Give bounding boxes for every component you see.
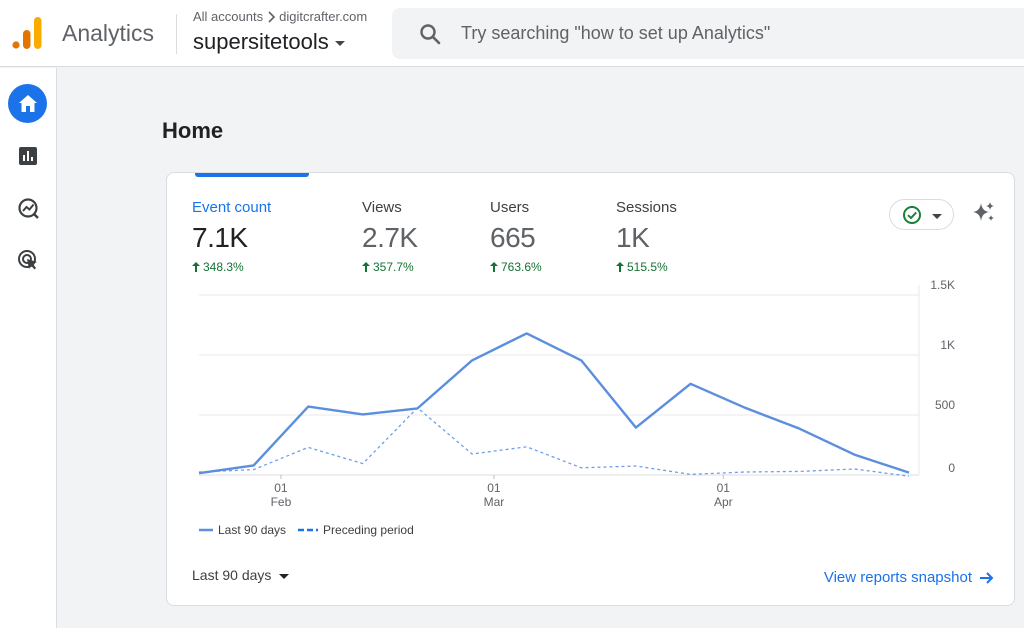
metric-tab-sessions[interactable]: Sessions 1K 515.5% <box>616 199 677 274</box>
advertising-icon <box>17 249 37 269</box>
account-crumb-label: All accounts <box>193 9 264 24</box>
reports-icon <box>18 146 37 165</box>
arrow-up-icon <box>490 262 498 272</box>
arrow-up-icon <box>192 262 200 272</box>
x-tick-month-label: Mar <box>484 495 505 509</box>
date-range-dropdown[interactable]: Last 90 days <box>192 567 290 583</box>
header-divider <box>176 14 177 54</box>
arrow-up-icon <box>362 262 370 272</box>
metric-label: Event count <box>192 199 272 216</box>
metric-delta-value: 357.7% <box>373 260 414 274</box>
search-placeholder: Try searching "how to set up Analytics" <box>461 23 771 43</box>
chart-legend: Last 90 days Preceding period <box>199 523 426 537</box>
metric-delta-value: 348.3% <box>203 260 244 274</box>
account-domain: digitcrafter.com <box>279 9 368 24</box>
nav-reports[interactable] <box>8 136 47 175</box>
legend-label-previous: Preceding period <box>323 523 414 537</box>
check-circle-icon <box>902 205 921 224</box>
y-tick-label: 1K <box>940 338 955 352</box>
metric-label: Views <box>362 199 402 216</box>
property-name: supersitetools <box>193 29 329 54</box>
property-selector[interactable]: supersitetools <box>193 29 345 55</box>
arrow-right-icon <box>980 571 994 584</box>
caret-down-icon <box>334 41 345 46</box>
metric-value: 2.7K <box>362 222 418 253</box>
legend-label-current: Last 90 days <box>218 523 287 537</box>
explore-icon <box>17 197 39 219</box>
top-app-bar: Analytics All accounts digitcrafter.com … <box>0 0 1024 67</box>
x-tick-day-label: 01 <box>717 481 731 495</box>
x-tick-day-label: 01 <box>274 481 288 495</box>
metric-delta-value: 515.5% <box>627 260 668 274</box>
view-link-label: View reports snapshot <box>823 569 972 586</box>
date-range-label: Last 90 days <box>192 567 272 583</box>
x-tick-month-label: Apr <box>714 495 733 509</box>
metric-value: 1K <box>616 222 650 253</box>
metric-tab-views[interactable]: Views 2.7K 357.7% <box>362 199 418 274</box>
metric-tab-event-count[interactable]: Event count 7.1K 348.3% <box>192 199 271 274</box>
side-navigation <box>0 68 57 628</box>
analytics-logo-icon[interactable] <box>12 16 44 50</box>
caret-down-icon <box>931 213 942 219</box>
data-quality-status-button[interactable] <box>889 199 954 230</box>
metric-tab-users[interactable]: Users 665 763.6% <box>490 199 542 274</box>
metric-delta: 515.5% <box>616 260 677 274</box>
home-icon <box>18 94 37 112</box>
x-tick-day-label: 01 <box>487 481 501 495</box>
search-icon <box>420 23 441 44</box>
nav-home[interactable] <box>8 84 47 123</box>
metric-value: 7.1K <box>192 222 248 253</box>
metric-value: 665 <box>490 222 536 253</box>
metric-delta: 763.6% <box>490 260 542 274</box>
legend-item-current: Last 90 days <box>199 523 286 537</box>
metric-delta-value: 763.6% <box>501 260 542 274</box>
x-tick-month-label: Feb <box>271 495 292 509</box>
arrow-up-icon <box>616 262 624 272</box>
legend-solid-line-swatch <box>199 528 213 532</box>
legend-dashed-line-swatch <box>298 528 319 532</box>
series-line-preceding-period <box>198 407 910 477</box>
metric-label: Sessions <box>616 199 677 216</box>
nav-explore[interactable] <box>8 188 47 227</box>
caret-down-icon <box>279 574 290 579</box>
account-breadcrumb[interactable]: All accounts digitcrafter.com <box>193 9 367 24</box>
app-name: Analytics <box>62 20 155 46</box>
nav-advertising[interactable] <box>8 240 47 279</box>
y-tick-label: 1.5K <box>930 278 955 292</box>
view-reports-snapshot-link[interactable]: View reports snapshot <box>824 569 994 586</box>
sparkle-insights-icon[interactable] <box>971 200 997 226</box>
chevron-right-icon <box>268 10 276 23</box>
metric-delta: 348.3% <box>192 260 271 274</box>
home-overview-card: Event count 7.1K 348.3% Views 2.7K 357.7… <box>166 172 1015 606</box>
active-metric-indicator <box>195 173 309 177</box>
page-title: Home <box>162 118 224 143</box>
legend-item-previous: Preceding period <box>298 523 414 537</box>
metric-label: Users <box>490 199 530 216</box>
metric-delta: 357.7% <box>362 260 418 274</box>
y-tick-label: 500 <box>935 398 955 412</box>
series-line-last-90-days <box>198 332 910 475</box>
y-tick-label: 0 <box>948 461 955 475</box>
search-bar[interactable]: Try searching "how to set up Analytics" <box>392 8 1024 59</box>
